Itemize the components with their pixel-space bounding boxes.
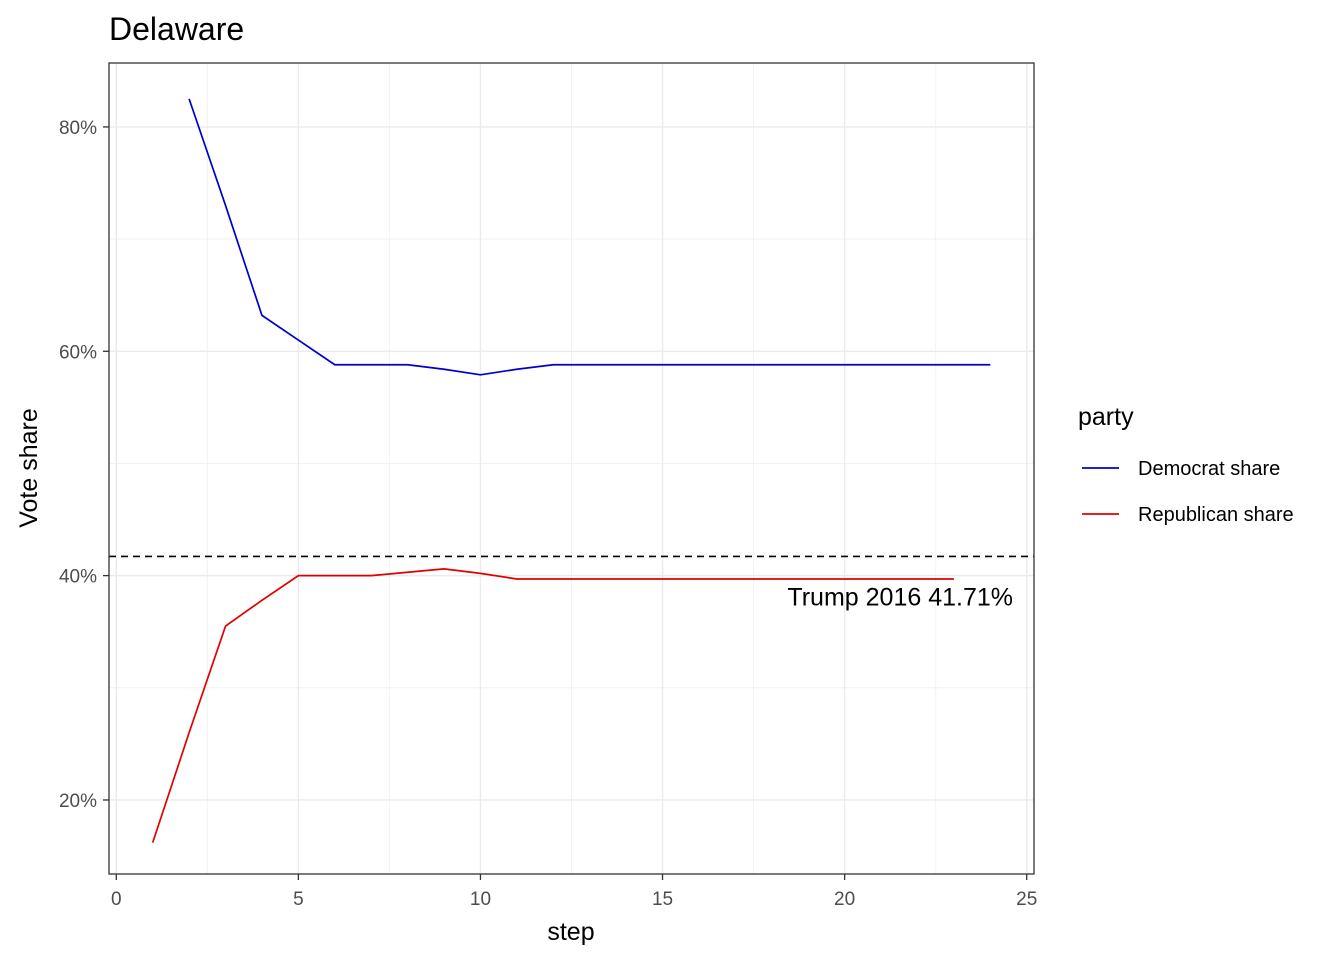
- x-tick-label: 20: [834, 889, 855, 910]
- y-tick-label: 20%: [59, 791, 97, 812]
- legend: party Democrat share Republican share: [1078, 403, 1294, 526]
- minor-gridlines: [109, 63, 1034, 874]
- series-line-republican: [151, 568, 954, 843]
- x-tick-label: 25: [1016, 889, 1037, 910]
- y-axis-title: Vote share: [15, 408, 43, 528]
- legend-title: party: [1078, 403, 1134, 431]
- x-tick-label: 15: [652, 889, 673, 910]
- series-line-democrat: [188, 98, 991, 376]
- legend-label-democrat: Democrat share: [1138, 458, 1280, 480]
- y-tick-label: 80%: [59, 118, 97, 139]
- x-axis: 0 5 10 15 20 25: [111, 874, 1037, 910]
- y-tick-label: 40%: [59, 567, 97, 588]
- plot-border: [108, 62, 1035, 875]
- y-tick-label: 60%: [59, 342, 97, 363]
- legend-items: Democrat share Republican share: [1082, 458, 1294, 526]
- major-gridlines: [109, 63, 1034, 874]
- y-axis: 20% 40% 60% 80%: [59, 118, 109, 812]
- reference-line-label: Trump 2016 41.71%: [787, 583, 1013, 611]
- x-axis-title: step: [547, 918, 594, 946]
- legend-label-republican: Republican share: [1138, 504, 1294, 526]
- series-group: [151, 98, 991, 843]
- x-tick-label: 5: [293, 889, 304, 910]
- x-tick-label: 0: [111, 889, 122, 910]
- chart-title: Delaware: [109, 11, 244, 47]
- x-tick-label: 10: [470, 889, 491, 910]
